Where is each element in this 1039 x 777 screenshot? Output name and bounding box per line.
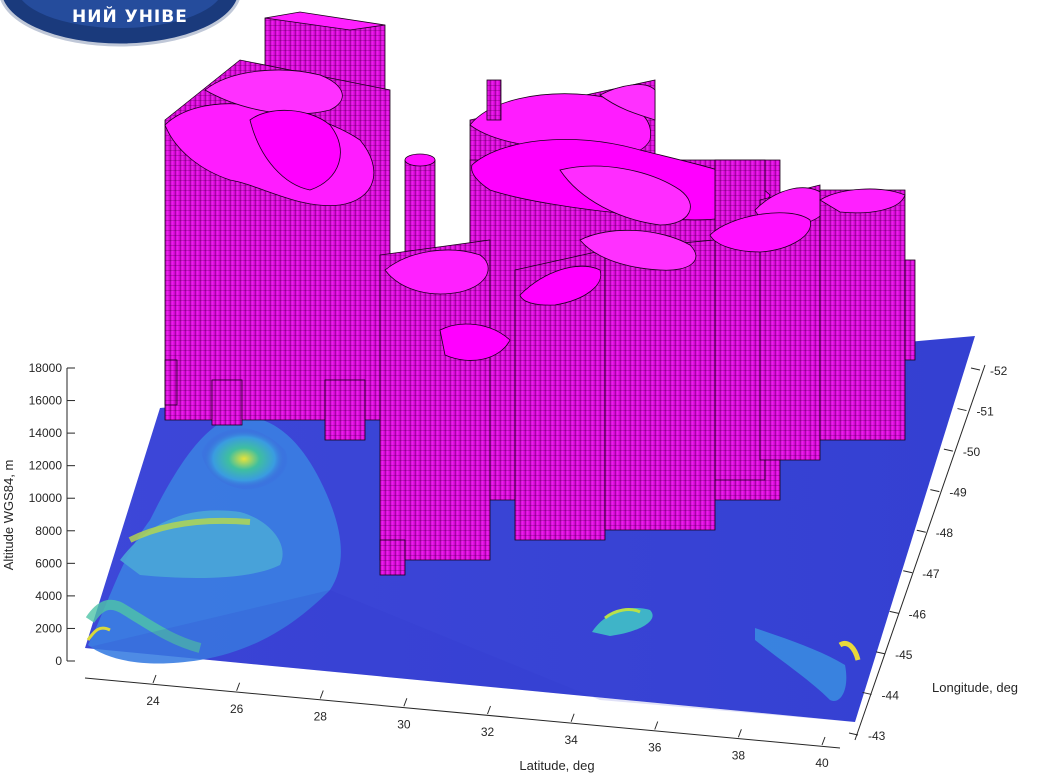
z-tick-label: 10000 [29,491,63,505]
x-tick-mark [236,682,241,691]
x-tick-label: 24 [146,694,160,708]
z-tick-label: 16000 [29,394,63,408]
y-tick-label: -45 [895,648,913,662]
y-tick-mark [889,610,899,614]
z-tick-label: 4000 [35,589,62,603]
z-tick-label: 0 [55,654,62,668]
x-tick-mark [152,674,157,684]
y-tick-mark [848,732,859,736]
z-tick-label: 8000 [35,524,62,538]
z-tick-label: 2000 [35,621,62,635]
x-tick-label: 38 [732,748,746,762]
x-tick-label: 32 [481,725,495,739]
x-tick-label: 30 [397,717,411,731]
z-tick-label: 14000 [29,426,63,440]
y-tick-label: -48 [936,526,954,540]
y-tick-label: -44 [882,688,900,702]
y-ticks: -43 -44 -45 -46 -47 -48 -49 -50 -51 -52 [848,364,1008,743]
x-tick-mark [570,713,575,722]
university-logo: НИЙ УНІВЕ [0,0,240,47]
x-tick-mark [737,729,742,738]
z-tick-label: 12000 [29,459,63,473]
x-tick-mark [821,736,826,746]
y-tick-mark [930,489,940,493]
y-tick-label: -51 [976,405,994,419]
y-tick-mark [916,529,926,533]
z-tick-label: 18000 [29,361,63,375]
y-tick-mark [876,651,886,655]
axes [66,364,986,749]
x-tick-label: 40 [815,756,829,770]
x-tick-mark [319,690,324,699]
y-tick-mark [970,367,981,371]
cloud-volumes [164,11,916,576]
z-ticks: 0 2000 4000 6000 8000 10000 12000 14000 16000 180… [29,361,75,668]
y-tick-label: -52 [990,364,1008,378]
y-tick-label: -47 [922,567,940,581]
y-tick-mark [943,448,953,452]
y-tick-label: -43 [868,729,886,743]
x-axis-title: Latitude, deg [519,758,594,773]
y-tick-label: -49 [949,486,967,500]
y-tick-label: -50 [963,445,981,459]
y-axis-line [854,364,986,741]
logo-text: НИЙ УНІВЕ [72,5,188,27]
y-tick-mark [903,570,913,574]
x-tick-label: 26 [230,702,244,716]
y-axis-title: Longitude, deg [932,680,1018,695]
y-tick-label: -46 [909,607,927,621]
x-tick-label: 36 [648,741,662,755]
x-tick-label: 34 [564,733,578,747]
x-tick-mark [654,721,659,730]
x-ticks: 24 26 28 30 32 34 36 38 40 [146,674,829,770]
y-tick-mark [862,691,872,695]
x-axis-line [84,677,841,749]
x-tick-mark [403,698,408,707]
y-tick-mark [957,408,967,412]
z-axis-title: Altitude WGS84, m [1,460,16,571]
x-tick-mark [487,705,491,715]
z-tick-label: 6000 [35,556,62,570]
x-tick-label: 28 [314,710,328,724]
